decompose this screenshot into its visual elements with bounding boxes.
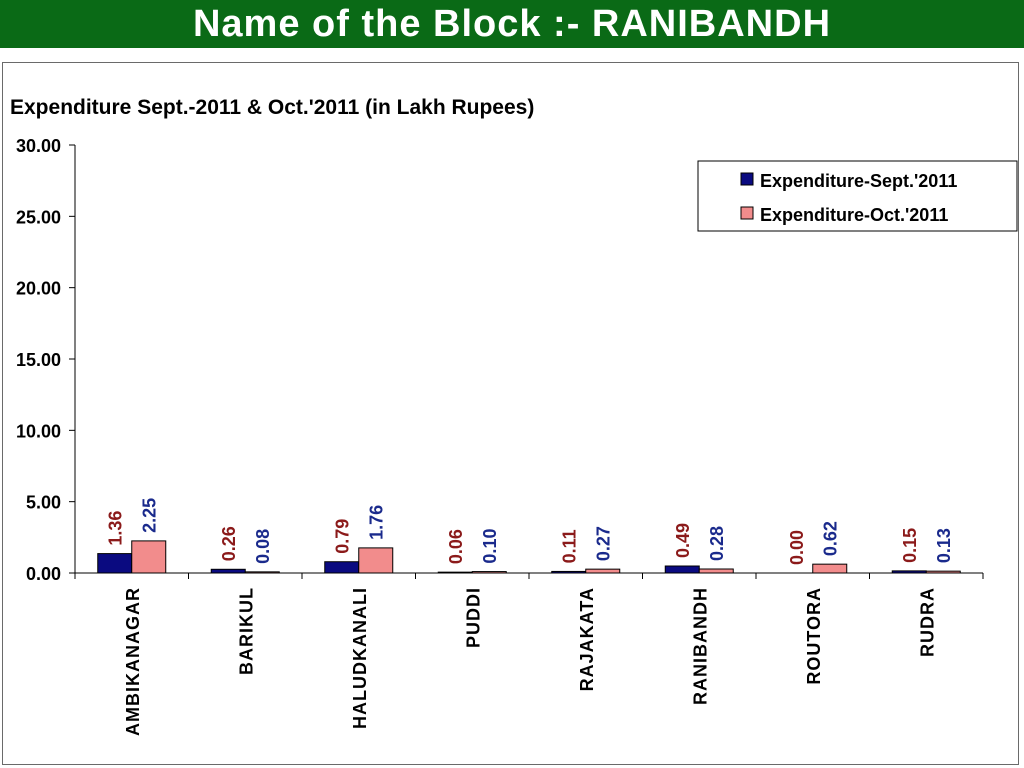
bar-sept-rajakata xyxy=(551,570,587,574)
category-label-barikul: BARIKUL xyxy=(236,587,256,675)
y-tick-label: 0.00 xyxy=(26,564,61,584)
data-label-sept-haludkanali: 0.79 xyxy=(333,519,353,554)
bar-sept-ranibandh xyxy=(664,565,700,574)
data-label-oct-puddi: 0.10 xyxy=(480,529,500,564)
data-label-sept-barikul: 0.26 xyxy=(219,526,239,561)
data-label-sept-ranibandh: 0.49 xyxy=(673,523,693,558)
bar-oct-routora xyxy=(812,563,848,574)
bar-oct-rudra xyxy=(925,570,961,574)
y-tick-label: 20.00 xyxy=(16,279,61,299)
data-label-oct-rudra: 0.13 xyxy=(934,528,954,563)
bar-sept-ambikanagar xyxy=(97,553,133,574)
data-label-oct-routora: 0.62 xyxy=(821,521,841,556)
category-label-rudra: RUDRA xyxy=(917,587,937,657)
bar-oct-ranibandh xyxy=(698,568,734,574)
data-label-oct-haludkanali: 1.76 xyxy=(367,505,387,540)
y-tick-label: 15.00 xyxy=(16,350,61,370)
bar-oct-barikul xyxy=(244,571,280,574)
data-label-sept-puddi: 0.06 xyxy=(446,529,466,564)
data-label-sept-rajakata: 0.11 xyxy=(560,529,580,563)
category-label-routora: ROUTORA xyxy=(804,587,824,685)
bar-sept-haludkanali xyxy=(324,561,360,574)
data-label-sept-ambikanagar: 1.36 xyxy=(106,511,126,546)
legend-swatch-oct xyxy=(740,206,754,220)
chart-title: Expenditure Sept.-2011 & Oct.'2011 (in L… xyxy=(10,96,534,119)
bar-oct-puddi xyxy=(471,571,507,574)
y-tick-label: 25.00 xyxy=(16,207,61,227)
category-labels: AMBIKANAGAR BARIKUL HALUDKANALI PUDDI RAJAKA… xyxy=(123,587,938,736)
slide-header: Name of the Block :- RANIBANDH xyxy=(0,0,1024,48)
bar-oct-haludkanali xyxy=(358,547,394,574)
y-tick-label: 10.00 xyxy=(16,421,61,441)
y-tick-label: 30.00 xyxy=(16,136,61,156)
slide-title: Name of the Block :- RANIBANDH xyxy=(192,3,832,45)
chart-frame xyxy=(2,62,1019,765)
category-label-rajakata: RAJAKATA xyxy=(577,587,597,691)
bar-sept-barikul xyxy=(210,568,246,574)
chart-legend: Expenditure-Sept.'2011 Expenditure-Oct.'… xyxy=(697,160,1018,232)
bar-sept-rudra xyxy=(891,570,927,574)
chart-bars xyxy=(97,540,961,574)
bar-oct-ambikanagar xyxy=(131,540,167,574)
data-label-sept-routora: 0.00 xyxy=(787,530,807,565)
data-labels: 1.36 2.25 0.26 0.08 0.79 1.76 0.06 0.10 0.11 0.27… xyxy=(106,498,955,565)
bar-oct-rajakata xyxy=(585,568,621,574)
data-label-oct-ambikanagar: 2.25 xyxy=(140,498,160,533)
category-label-ambikanagar: AMBIKANAGAR xyxy=(123,587,143,736)
bar-sept-puddi xyxy=(437,571,473,574)
y-tick-label: 5.00 xyxy=(26,493,61,513)
category-label-puddi: PUDDI xyxy=(463,587,483,648)
category-label-haludkanali: HALUDKANALI xyxy=(350,587,370,729)
data-label-oct-ranibandh: 0.28 xyxy=(707,526,727,561)
data-label-oct-barikul: 0.08 xyxy=(253,529,273,564)
data-label-oct-rajakata: 0.27 xyxy=(594,526,614,561)
legend-label-sept: Expenditure-Sept.'2011 xyxy=(760,171,957,191)
category-label-ranibandh: RANIBANDH xyxy=(690,587,710,705)
legend-swatch-sept xyxy=(740,172,754,186)
legend-label-oct: Expenditure-Oct.'2011 xyxy=(760,205,948,225)
data-label-sept-rudra: 0.15 xyxy=(900,528,920,563)
